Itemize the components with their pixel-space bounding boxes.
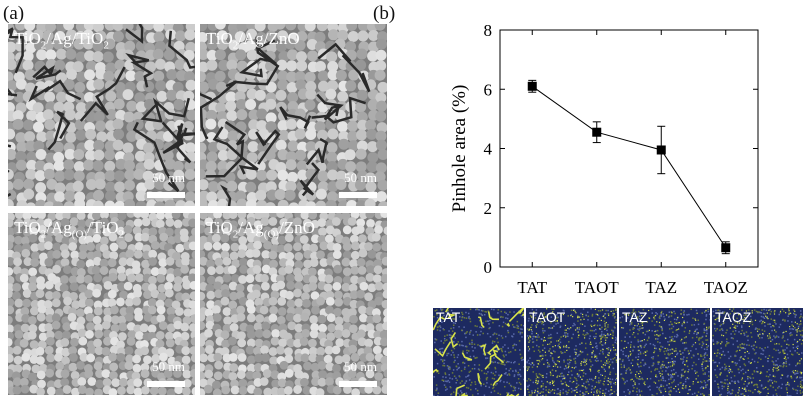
data-point <box>592 127 602 137</box>
sem-label: TiO2/Ag/TiO2 <box>14 29 109 52</box>
scale-text: 50 nm <box>344 170 377 185</box>
map-texture <box>619 308 710 396</box>
map-label: TAOZ <box>715 309 752 325</box>
x-tick-label: TAOZ <box>704 278 748 297</box>
map-texture <box>433 308 524 396</box>
scale-text: 50 nm <box>152 359 185 374</box>
sem-label: TiO2/Ag(O)/ZnO <box>206 218 315 241</box>
scale-text: 50 nm <box>344 359 377 374</box>
y-tick-label: 0 <box>484 258 493 277</box>
scale-text: 50 nm <box>152 170 185 185</box>
sem-image-tio2-ago-tio2: TiO2/Ag(O)/TiO2 50 nm <box>8 213 195 395</box>
sem-image-tio2-ago-zno: TiO2/Ag(O)/ZnO 50 nm <box>200 213 387 395</box>
map-taot: TAOT <box>526 308 617 396</box>
panel-label-b: (b) <box>373 3 396 24</box>
scale-bar <box>147 381 185 387</box>
sem-texture <box>8 24 195 206</box>
sem-texture <box>8 213 195 395</box>
map-tat: TAT <box>433 308 524 396</box>
plot-frame <box>499 29 759 268</box>
x-tick-label: TAT <box>517 278 547 297</box>
sem-label: TiO2/Ag/ZnO <box>206 29 300 52</box>
panel-label-a: (a) <box>3 3 25 24</box>
y-tick-label: 2 <box>484 199 493 218</box>
map-label: TAOT <box>529 309 566 325</box>
map-label: TAT <box>436 309 461 325</box>
map-texture <box>712 308 803 396</box>
y-tick-label: 8 <box>484 21 493 40</box>
y-tick-label: 4 <box>484 140 493 159</box>
map-taoz: TAOZ <box>712 308 803 396</box>
sem-texture <box>200 213 387 395</box>
sem-image-tio2-ag-zno: TiO2/Ag/ZnO 50 nm <box>200 24 387 206</box>
y-tick-label: 6 <box>484 80 493 99</box>
series-line <box>531 85 727 249</box>
x-tick-label: TAZ <box>645 278 677 297</box>
y-axis-label: Pinhole area (%) <box>449 85 470 213</box>
sem-label: TiO2/Ag(O)/TiO2 <box>14 218 125 241</box>
data-point <box>527 81 537 91</box>
x-tick-label: TAOT <box>575 278 620 297</box>
scale-bar <box>339 192 377 198</box>
sem-image-tio2-ag-tio2: TiO2/Ag/TiO2 50 nm <box>8 24 195 206</box>
data-point <box>721 243 731 253</box>
scale-bar <box>147 192 185 198</box>
map-label: TAZ <box>622 309 648 325</box>
map-texture <box>526 308 617 396</box>
pinhole-area-chart: 0 2 4 6 8 TAT TAOT TAZ TAOZ Pinhole area (%) <box>449 21 759 297</box>
scale-bar <box>339 381 377 387</box>
data-point <box>656 145 666 155</box>
map-taz: TAZ <box>619 308 710 396</box>
